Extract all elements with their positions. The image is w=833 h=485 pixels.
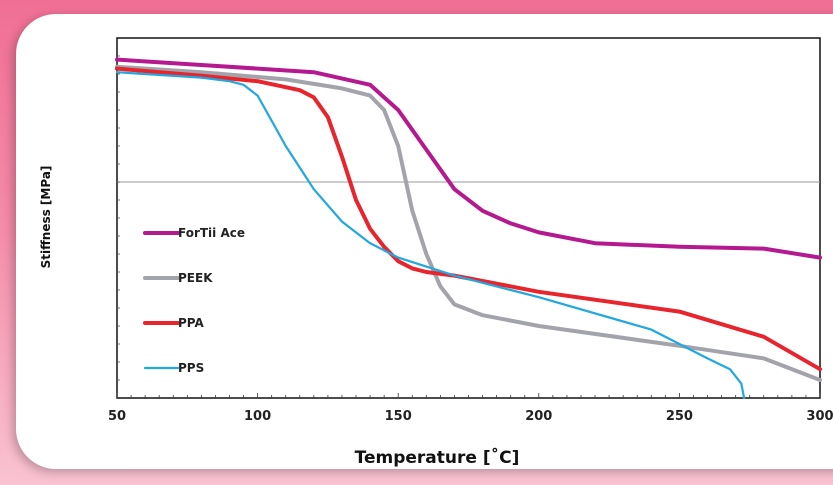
y-axis-title: Stiffness [MPa]: [39, 166, 53, 269]
series-line-pps: [115, 71, 746, 400]
x-tick-label: 100: [244, 409, 271, 424]
x-tick-label: 300: [806, 409, 833, 424]
plot-area: [116, 37, 821, 399]
series-line-ppa: [115, 66, 822, 372]
x-tick-label: 50: [108, 409, 126, 424]
series-layer: [115, 57, 822, 400]
legend-label-pps: PPS: [178, 361, 204, 375]
series-line-peek: [115, 64, 822, 382]
legend-label-ppa: PPA: [178, 316, 204, 330]
legend: ForTii Ace PEEK PPA PPS: [143, 226, 245, 375]
series-line-fortii-ace: [115, 57, 822, 260]
x-tick-labels: 50 100 150 200 250 300: [108, 409, 833, 424]
x-tick-label: 150: [385, 409, 412, 424]
x-tick-label: 200: [525, 409, 552, 424]
chart-card: [16, 14, 833, 469]
plot-frame: [116, 37, 821, 399]
x-axis-title: Temperature [˚C]: [355, 446, 520, 468]
x-tick-label: 250: [666, 409, 693, 424]
legend-label-peek: PEEK: [178, 271, 213, 285]
legend-label-fortii-ace: ForTii Ace: [178, 226, 245, 240]
